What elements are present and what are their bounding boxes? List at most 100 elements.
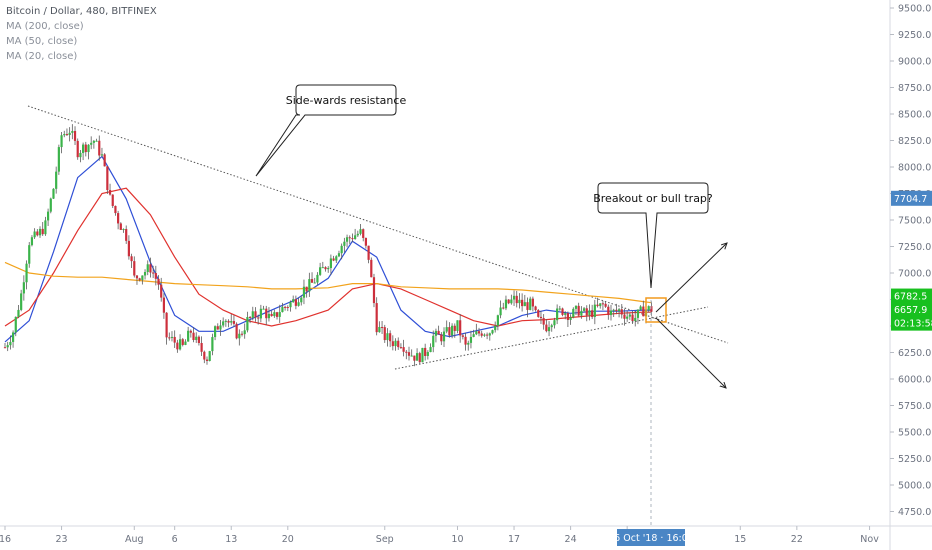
candle [488, 332, 491, 341]
candle [49, 197, 52, 214]
candle-body [372, 277, 376, 304]
candle [246, 311, 249, 333]
candle [216, 323, 219, 330]
candle-body [284, 306, 287, 308]
candle [461, 333, 464, 340]
candle-body [316, 274, 319, 283]
candle-body [76, 140, 79, 158]
candle-body [84, 144, 87, 153]
candle-body [650, 306, 653, 312]
candle-body [577, 305, 580, 316]
candle-body [192, 332, 195, 340]
y-tick-label: 9000.0 [898, 57, 931, 68]
candle [356, 230, 359, 238]
candle-body [531, 298, 534, 307]
candle-body [545, 324, 548, 332]
candle [542, 314, 545, 330]
candle-body [442, 331, 446, 342]
candle-body [270, 313, 273, 317]
candle [41, 222, 44, 236]
candle [63, 130, 66, 138]
candle-body [79, 152, 82, 158]
candle [442, 327, 446, 348]
candle-body [394, 340, 397, 347]
candle-body [216, 326, 219, 330]
candle [127, 235, 130, 260]
candle [281, 302, 284, 313]
candle [534, 305, 537, 312]
candle [477, 327, 481, 337]
candle [337, 250, 341, 258]
candle-body [389, 333, 392, 342]
candle-body [100, 154, 104, 156]
candle [294, 295, 297, 310]
candle-body [626, 316, 629, 319]
candle-body [106, 166, 109, 190]
candle-body [211, 337, 214, 352]
candle [367, 245, 370, 264]
price-badge [891, 190, 932, 206]
candle-body [17, 309, 20, 317]
candle-body [141, 275, 144, 281]
x-tick-label: 10 [451, 534, 463, 545]
legend-ma20: MA (20, close) [6, 51, 78, 62]
candle-body [33, 231, 36, 238]
candle [310, 272, 314, 283]
candle [254, 307, 257, 322]
candle [359, 224, 362, 236]
candle [647, 305, 650, 313]
candle-body [539, 316, 543, 319]
y-tick-label: 7500.0 [898, 216, 931, 227]
candle [82, 142, 85, 161]
candle [523, 294, 526, 307]
candle [402, 339, 405, 357]
candle [615, 303, 618, 315]
candle [262, 305, 265, 310]
candle-body [114, 205, 117, 214]
candle [464, 332, 467, 351]
candle-body [370, 259, 373, 278]
candle [558, 305, 561, 311]
candle-body [195, 336, 198, 340]
candle-body [25, 263, 28, 283]
candle [141, 275, 144, 285]
x-tick-label: 6 [172, 534, 178, 545]
candle-body [345, 237, 349, 242]
legend-ma200: MA (200, close) [6, 21, 84, 32]
candle [135, 274, 139, 285]
candle [432, 330, 435, 353]
candle-body [636, 309, 640, 318]
candle-body [351, 238, 354, 240]
candle [222, 317, 225, 328]
candle-body [329, 258, 332, 269]
candle-body [165, 312, 168, 338]
candle-body [475, 331, 478, 335]
candle-body [486, 334, 489, 336]
candle-body [634, 317, 637, 321]
y-tick-label: 6000.0 [898, 375, 931, 386]
candle [582, 307, 586, 313]
candle-body [135, 275, 139, 279]
candle-body [453, 325, 456, 331]
candle-body [173, 336, 176, 343]
candle [459, 314, 462, 343]
candle-body [286, 307, 289, 309]
candle-body [117, 213, 120, 224]
candle-body [230, 321, 233, 323]
candle-body [437, 330, 440, 335]
candle-body [44, 220, 47, 235]
candle-body [607, 306, 610, 316]
candle [515, 290, 518, 308]
candle-body [111, 194, 114, 206]
y-tick-label: 7250.0 [898, 242, 931, 253]
candle [480, 330, 483, 338]
candle [504, 295, 508, 311]
candle-body [168, 337, 171, 339]
x-tick-label: Sep [376, 534, 394, 545]
candle-body [480, 333, 483, 336]
candle [60, 131, 63, 154]
candle [33, 228, 36, 239]
candle-body [240, 333, 244, 335]
candle [429, 343, 432, 353]
